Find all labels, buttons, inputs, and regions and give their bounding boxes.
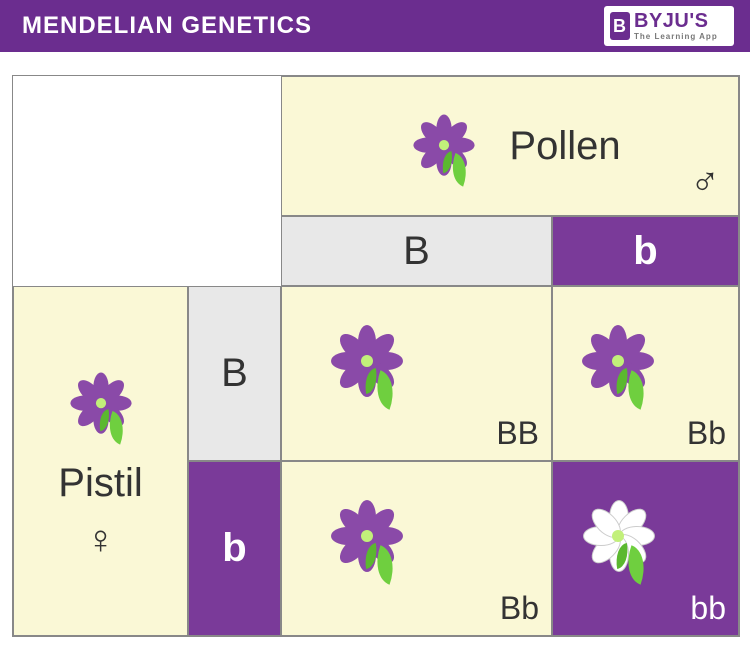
genotype-label: Bb [500,590,539,627]
female-symbol-icon: ♀ [86,518,116,563]
female-allele-b: b [188,461,281,636]
punnett-diagram: Pollen ♂ B b Pistil ♀ B b [12,75,740,637]
logo-badge-icon: B [610,12,630,40]
female-parent-cell: Pistil ♀ [13,286,188,636]
male-symbol-icon: ♂ [690,160,720,205]
flower-icon [406,108,483,185]
flower-icon [573,492,663,582]
logo-tagline: The Learning App [634,32,718,41]
offspring-bb: bb [552,461,739,636]
male-parent-label: Pollen [509,124,620,169]
female-allele-B: B [188,286,281,461]
flower-icon [573,317,663,407]
genotype-label: BB [496,415,539,452]
flower-icon [322,317,412,407]
male-parent-cell: Pollen ♂ [281,76,739,216]
genotype-label: bb [690,590,726,627]
flower-icon [62,366,139,443]
page-title: MENDELIAN GENETICS [22,12,312,40]
male-allele-b: b [552,216,739,286]
offspring-Bb-2: Bb [281,461,552,636]
offspring-BB: BB [281,286,552,461]
offspring-Bb-1: Bb [552,286,739,461]
blank-area [13,76,281,286]
female-parent-label: Pistil [58,461,142,506]
flower-icon [322,492,412,582]
logo-text: BYJU'S [634,10,708,33]
genotype-label: Bb [687,415,726,452]
brand-logo: B BYJU'S The Learning App [604,6,734,46]
header-bar: MENDELIAN GENETICS B BYJU'S The Learning… [0,0,750,52]
male-allele-B: B [281,216,552,286]
